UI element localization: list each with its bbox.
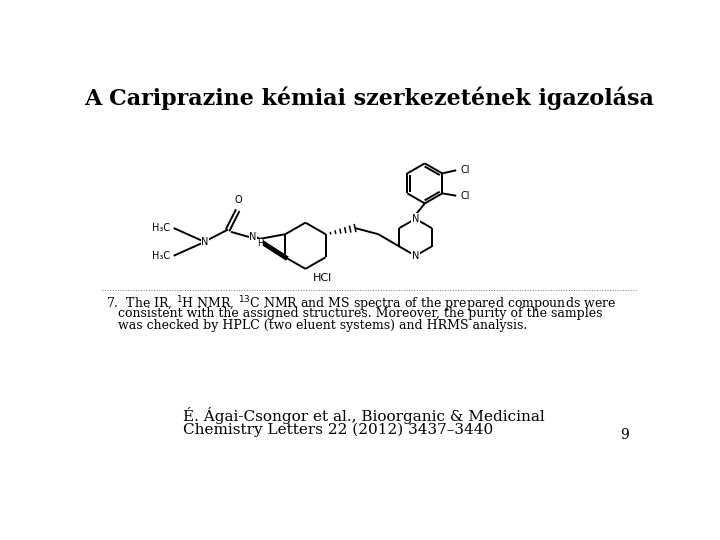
Text: Cl: Cl bbox=[461, 165, 470, 176]
Text: A Cariprazine kémiai szerkezetének igazolása: A Cariprazine kémiai szerkezetének igazo… bbox=[84, 86, 654, 110]
Text: H₃C: H₃C bbox=[153, 251, 171, 261]
Text: HCl: HCl bbox=[313, 273, 332, 283]
Text: consistent with the assigned structures. Moreover, the purity of the samples: consistent with the assigned structures.… bbox=[118, 307, 603, 320]
Text: H₃C: H₃C bbox=[153, 223, 171, 233]
Text: O: O bbox=[235, 195, 243, 205]
Text: N: N bbox=[249, 232, 256, 241]
Text: Cl: Cl bbox=[461, 191, 470, 201]
Text: 9: 9 bbox=[620, 428, 629, 442]
Text: was checked by HPLC (two eluent systems) and HRMS analysis.: was checked by HPLC (two eluent systems)… bbox=[118, 319, 527, 332]
Text: N: N bbox=[412, 214, 419, 224]
Text: É. Ágai-Csongor et al., Bioorganic & Medicinal: É. Ágai-Csongor et al., Bioorganic & Med… bbox=[183, 408, 545, 424]
Text: 7.  The IR, $^1$H NMR, $^{13}$C NMR and MS spectra of the prepared compounds wer: 7. The IR, $^1$H NMR, $^{13}$C NMR and M… bbox=[106, 294, 616, 314]
Text: N: N bbox=[412, 251, 419, 261]
Text: H: H bbox=[256, 239, 263, 248]
Text: N: N bbox=[201, 237, 208, 247]
Text: Chemistry Letters 22 (2012) 3437–3440: Chemistry Letters 22 (2012) 3437–3440 bbox=[183, 423, 493, 437]
